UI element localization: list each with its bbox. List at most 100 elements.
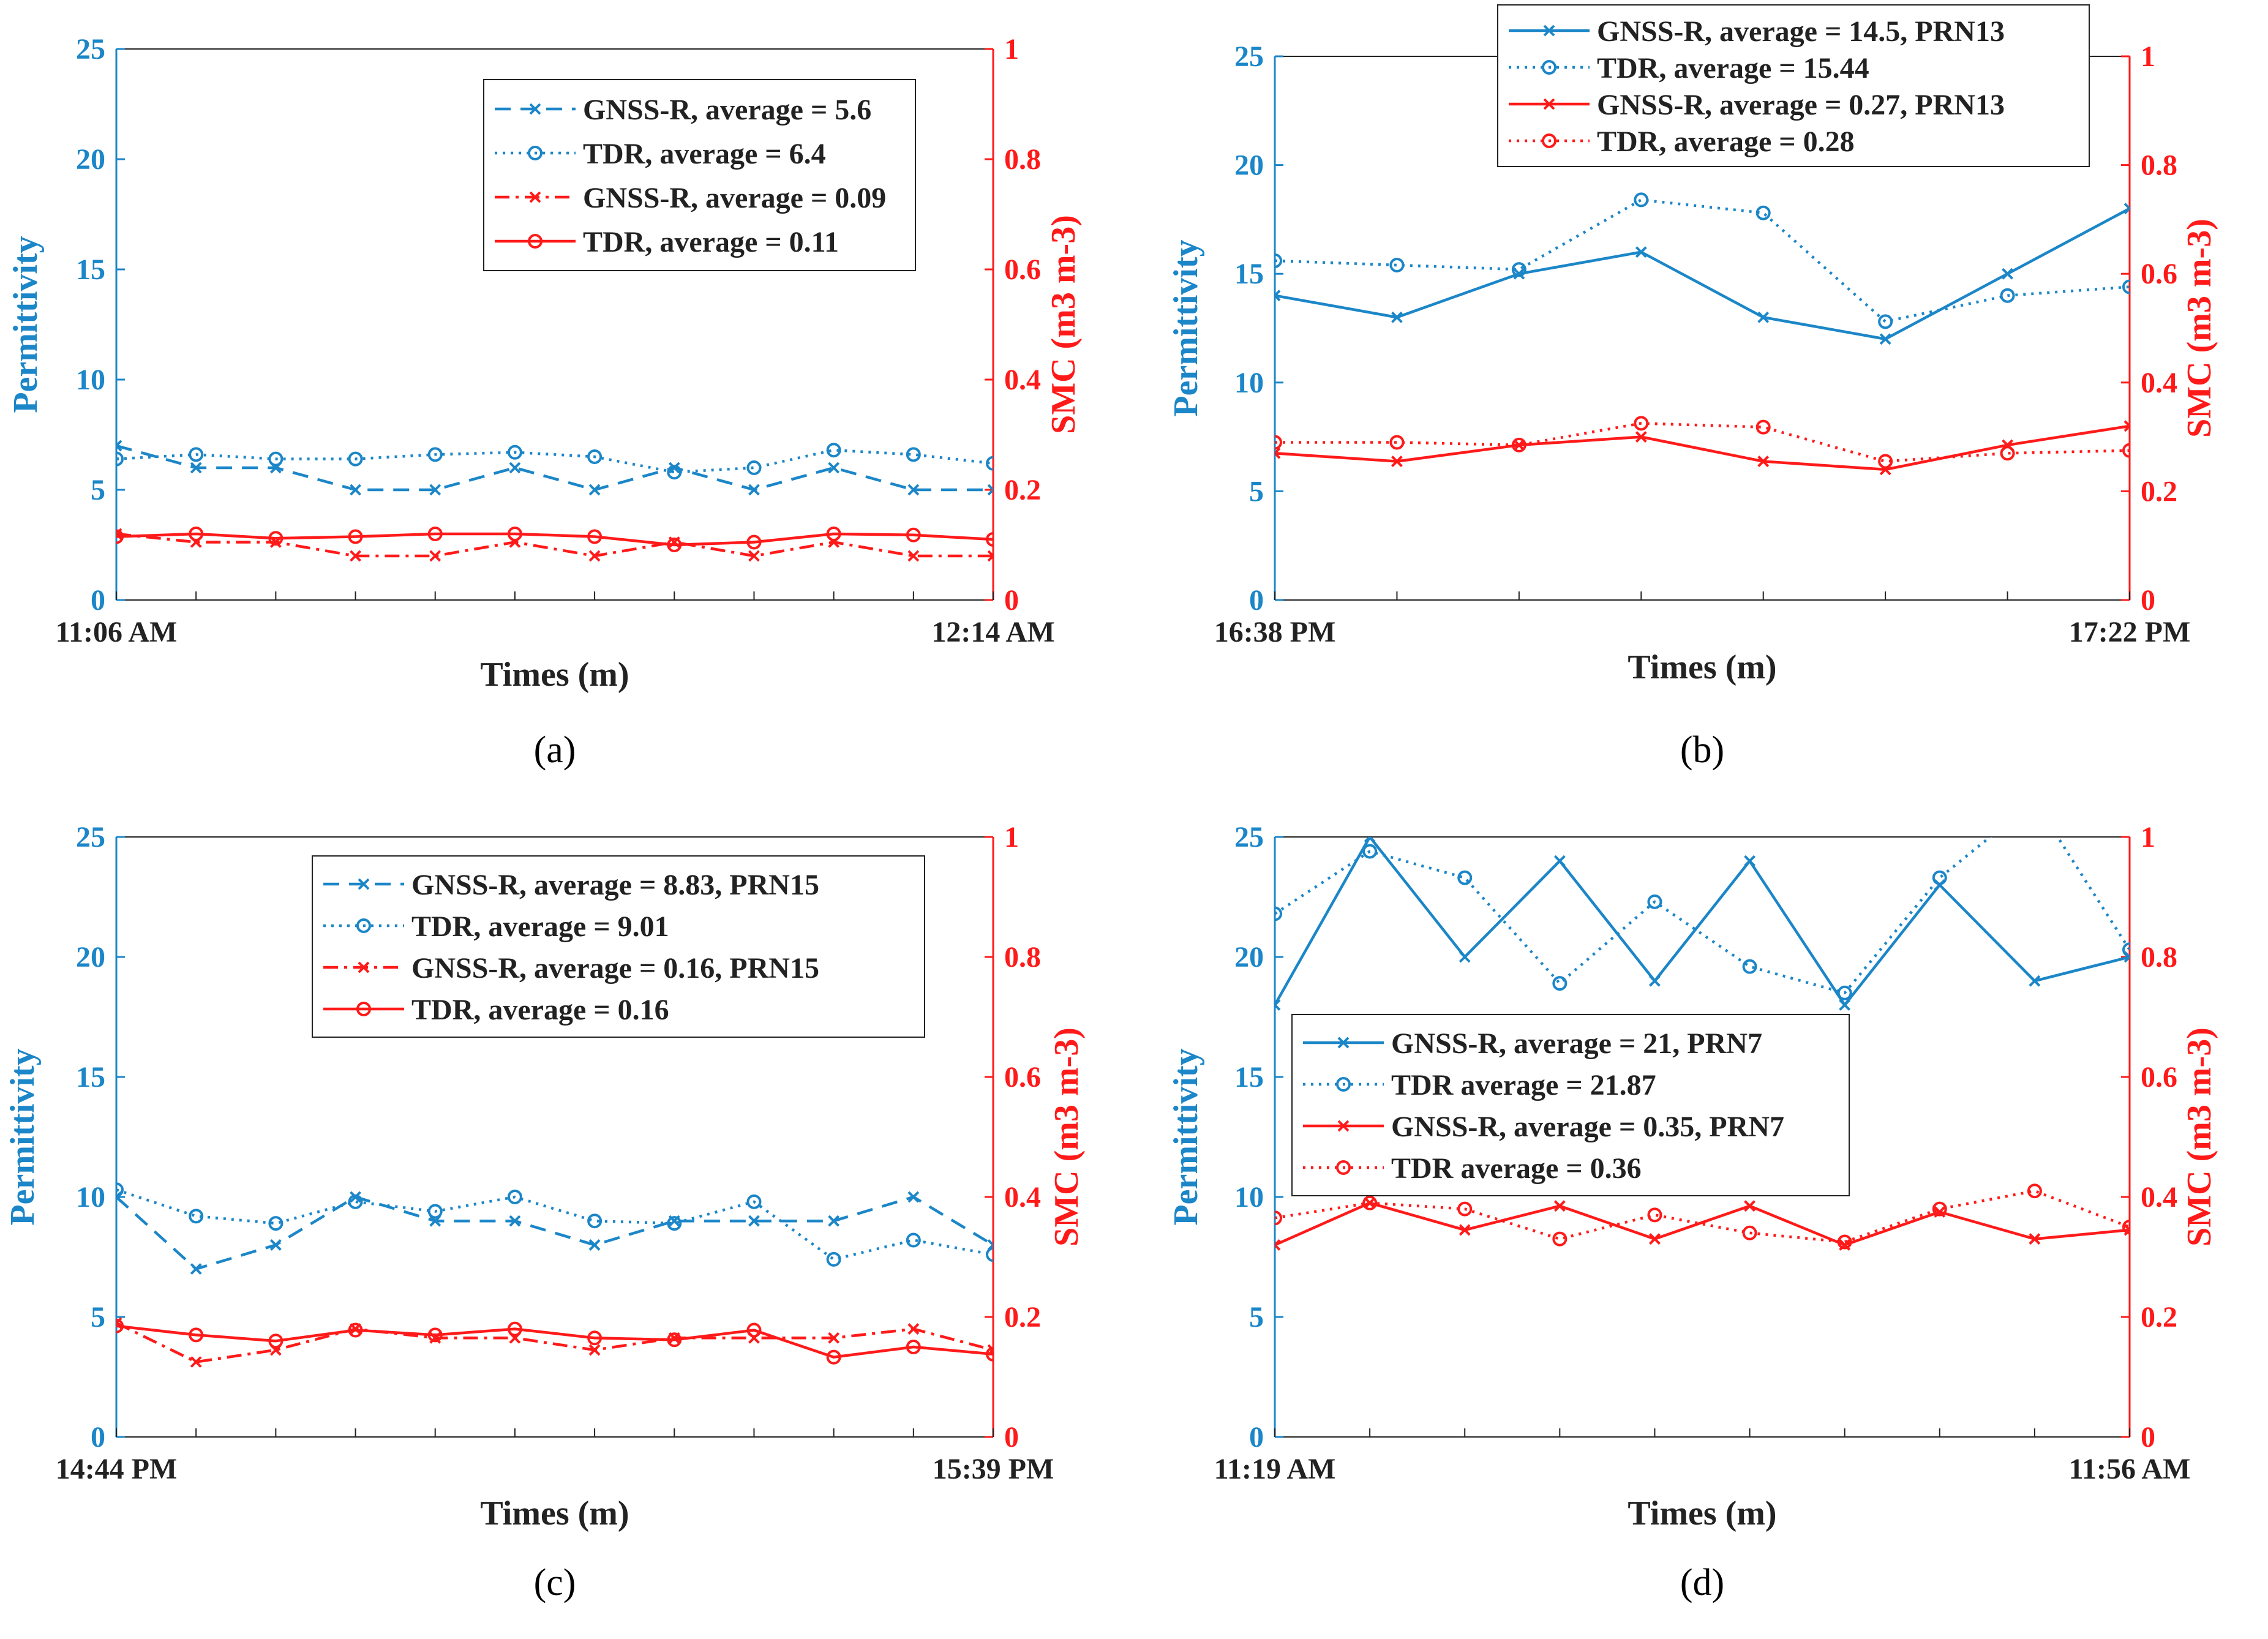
data-point [509, 1215, 521, 1227]
data-point [748, 484, 760, 496]
data-point [667, 1332, 682, 1348]
data-point [1649, 1233, 1661, 1245]
series-line [1275, 424, 2130, 471]
data-point [986, 1346, 993, 1362]
data-point [1275, 290, 1281, 302]
data-point [189, 447, 204, 462]
y-tick-label-right: 0.4 [2141, 1181, 2177, 1213]
series-1 [1275, 203, 2130, 345]
x-tick-label-end: 15:39 PM [933, 1453, 1054, 1485]
data-point [1457, 870, 1473, 885]
y-axis-label-right: SMC (m3 m-3) [1048, 1027, 1086, 1247]
data-point [587, 1213, 603, 1229]
x-axis-label: Times (m) [480, 1495, 629, 1532]
data-point [746, 534, 762, 550]
data-point [1878, 454, 1893, 469]
x-axis-label: Times (m) [1628, 1495, 1776, 1532]
data-point [427, 527, 443, 541]
data-point [268, 1216, 284, 1231]
y-tick-label-left: 25 [76, 821, 105, 853]
legend-marker [1542, 60, 1556, 75]
x-tick-label-start: 11:06 AM [56, 616, 178, 648]
series-4 [1275, 416, 2130, 469]
data-point [509, 462, 521, 474]
data-point [348, 451, 363, 467]
y-tick-label-right: 0 [2141, 584, 2155, 617]
data-point [587, 449, 603, 464]
y-axis-label-right: SMC (m3 m-3) [2180, 219, 2218, 438]
data-point [1757, 456, 1770, 467]
series-line [1275, 207, 2130, 341]
legend-marker [1543, 98, 1555, 110]
data-point [1649, 975, 1661, 987]
data-point [1634, 192, 1649, 208]
data-point [429, 484, 441, 496]
data-point [348, 1322, 363, 1338]
data-point [116, 529, 124, 544]
data-point [1553, 855, 1566, 867]
y-tick-label-left: 20 [76, 941, 105, 973]
legend-label: TDR, average = 0.28 [1597, 126, 1855, 158]
data-point [826, 1251, 841, 1267]
legend-marker [358, 961, 370, 973]
y-tick-label-left: 10 [76, 364, 105, 396]
data-point [1513, 439, 1525, 451]
data-point [1757, 311, 1770, 323]
legend: GNSS-R, average = 21, PRN7 TDR average = … [1291, 1014, 1850, 1196]
series-4 [1275, 1183, 2130, 1250]
y-tick-label-right: 0 [2141, 1421, 2155, 1453]
panel-caption: (b) [1680, 729, 1724, 771]
x-tick-label-start: 16:38 PM [1214, 616, 1336, 648]
data-point [116, 1318, 124, 1333]
y-tick-label-left: 0 [1249, 584, 1264, 617]
legend-label: TDR, average = 6.4 [583, 138, 826, 170]
data-point [986, 532, 993, 547]
data-point [1635, 246, 1647, 258]
legend-marker [1336, 1077, 1351, 1092]
series-3 [116, 1317, 993, 1368]
y-tick-label-left: 25 [1234, 821, 1264, 853]
panel-caption: (a) [534, 729, 576, 771]
x-tick-label-end: 17:22 PM [2069, 616, 2191, 648]
panel-caption: (c) [534, 1562, 576, 1603]
data-point [2122, 1220, 2130, 1234]
data-point [828, 1332, 840, 1344]
data-point [667, 465, 682, 480]
y-tick-label-right: 1 [2141, 40, 2155, 73]
y-tick-label-right: 0.8 [1004, 941, 1041, 973]
series-line [1275, 837, 2130, 995]
y-tick-label-right: 0.2 [1004, 474, 1041, 506]
y-tick-label-left: 5 [91, 1301, 105, 1333]
y-tick-label-right: 1 [2141, 821, 2155, 853]
data-point [2000, 288, 2015, 303]
data-point [1275, 906, 1282, 921]
data-point [746, 1322, 762, 1338]
data-point [507, 444, 522, 460]
data-point [986, 1247, 993, 1262]
y-tick-label-right: 0.8 [2141, 149, 2177, 182]
data-point [1459, 951, 1471, 963]
series-2 [1275, 192, 2130, 329]
data-point [2123, 420, 2130, 432]
data-point [1742, 1225, 1757, 1240]
data-point [588, 1344, 601, 1356]
series-1 [116, 1191, 993, 1275]
data-point [1932, 1201, 1947, 1217]
series-1 [116, 440, 993, 496]
data-point [116, 1182, 124, 1198]
series-line [1275, 837, 2130, 1007]
series-line [116, 1188, 993, 1261]
data-point [350, 484, 361, 496]
data-point [427, 1204, 443, 1219]
chart-panel-d: 0 5 10 15 20 25 0 0.2 0.4 0.6 0.8 1 11:19 AM 11:56 AM… [1167, 821, 2218, 1603]
data-point [826, 443, 841, 458]
y-tick-label-right: 0.6 [2141, 258, 2177, 290]
legend-marker [529, 191, 541, 203]
data-point [588, 484, 601, 496]
y-tick-label-left: 20 [1234, 149, 1264, 182]
series-line [1275, 1201, 2130, 1247]
legend: GNSS-R, average = 14.5, PRN13 TDR, averag… [1497, 4, 2090, 167]
y-tick-label-right: 0.6 [2141, 1061, 2177, 1093]
legend: GNSS-R, average = 8.83, PRN15 TDR, averag… [312, 855, 925, 1038]
